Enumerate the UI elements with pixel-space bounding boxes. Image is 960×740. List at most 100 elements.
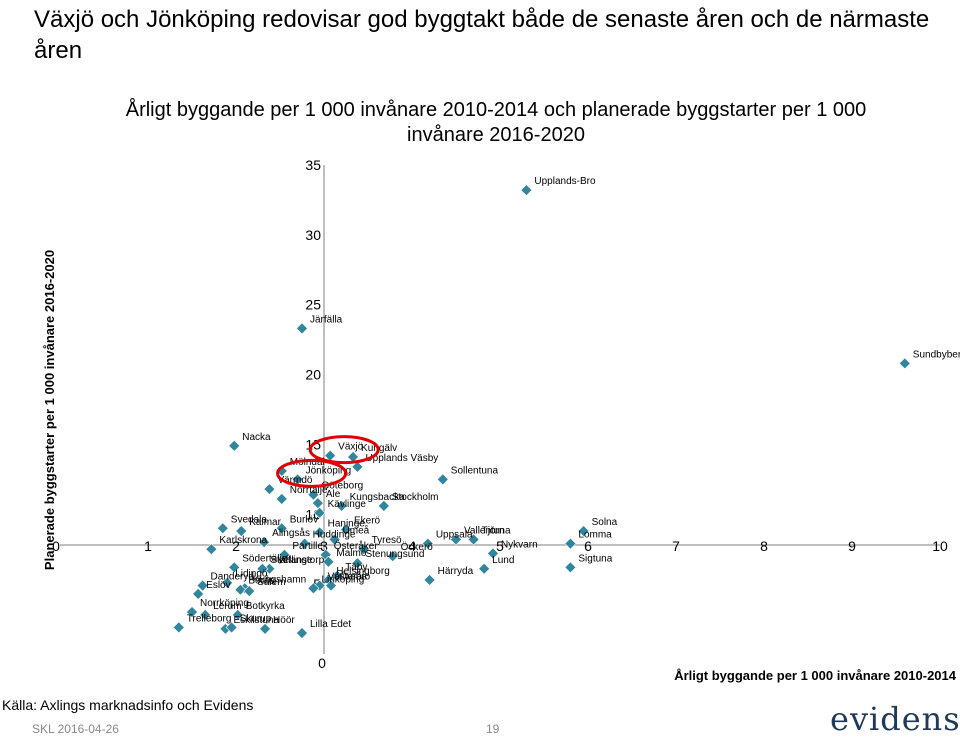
point-linköping (307, 582, 320, 595)
highlight-jönköping (276, 458, 348, 488)
point-karlskrona (205, 543, 218, 556)
point-öckerö (386, 550, 399, 563)
point-salem (243, 585, 256, 598)
point-upplands-bro (520, 184, 533, 197)
point-kalmar (235, 525, 248, 537)
point-label-linköping: Linköping (321, 574, 364, 585)
point-label-örebro: Örebro (339, 571, 371, 583)
point-label-norrtälje: Norrtälje (290, 485, 328, 496)
y-tick-label: 20 (305, 367, 321, 383)
point-label-umeå: Umeå (343, 524, 370, 536)
point-label-upplands-väsby: Upplands Väsby (365, 453, 438, 464)
x-tick-label: 3 (320, 538, 328, 554)
point-trelleborg (172, 621, 185, 634)
point-label-ekerö: Ekerö (354, 516, 381, 527)
point-labels: Upplands-BroSundbybergJärfällaNackaKungä… (187, 176, 960, 630)
point-label-botkyrka: Botkyrka (246, 601, 285, 612)
x-axis-title: Årligt byggande per 1 000 invånare 2010-… (674, 668, 957, 683)
x-tick-label: 10 (932, 538, 948, 554)
point-label-borås: Borås (248, 575, 274, 587)
point-göteborg (307, 488, 320, 501)
point-label-helsingborg: Helsingborg (336, 566, 389, 577)
point-örebro (325, 579, 337, 592)
y-tick-label: 25 (305, 297, 321, 313)
point-label-skurup: Skurup (240, 613, 272, 624)
point-label-sundbyberg: Sundbyberg (913, 349, 960, 360)
point-borås (234, 583, 247, 596)
point-järfälla (296, 322, 308, 335)
point-svedala (216, 522, 229, 535)
point-label-värmdö: Värmdö (277, 475, 312, 486)
y-tick-label: 0 (318, 655, 326, 671)
data-points (172, 184, 911, 639)
point-ale (311, 497, 324, 510)
point-burlöv (275, 522, 288, 535)
point-label-upplands-bro: Upplands-Bro (534, 176, 596, 187)
point-huddinge (298, 537, 311, 550)
point-label-svedala: Svedala (231, 514, 268, 525)
point-upplands-väsby (351, 460, 364, 473)
point-lerum (199, 608, 212, 621)
point-label-stockholm: Stockholm (392, 492, 439, 503)
point-label-huddinge: Huddinge (313, 530, 356, 541)
point-label-sigtuna: Sigtuna (578, 553, 612, 564)
point-label-norrköping: Norrköping (200, 598, 249, 609)
page-number: 19 (486, 722, 500, 736)
point-härryda (423, 574, 436, 586)
point-sollentuna (436, 473, 449, 486)
y-tick-label: 30 (305, 227, 321, 243)
point-label-västerås: Västerås (328, 571, 367, 583)
point-label-lund: Lund (492, 555, 514, 566)
point-tyresö (357, 543, 370, 556)
evidens-logo: evidens: (830, 700, 960, 738)
point-label-kungshamn: Kungshamn (253, 574, 306, 585)
point-stockholm (377, 499, 390, 512)
x-tick-label: 8 (760, 538, 768, 554)
point-label-ale: Ale (326, 489, 341, 500)
point-label-mölndal: Mölndal (290, 457, 325, 468)
y-axis-title: Planerade byggstarter per 1 000 invånare… (42, 250, 57, 570)
point-tjörn (467, 533, 480, 546)
point-label-härryda: Härryda (438, 566, 474, 577)
point-label-kävlinge: Kävlinge (328, 499, 367, 510)
point-label-stenungsund: Stenungsund (365, 549, 424, 560)
x-tick-label: 6 (584, 538, 592, 554)
point-label-alingsås: Alingsås (272, 527, 310, 539)
point-label-växjö: Växjö (338, 442, 363, 453)
footer-date: SKL 2016-04-26 (32, 722, 119, 736)
chart-title: Årligt byggande per 1 000 invånare 2010-… (125, 99, 867, 146)
point-label-lerum: Lerum (213, 601, 241, 612)
point-norrtälje (275, 492, 288, 505)
point-alingsås (258, 536, 271, 549)
point-malmö (322, 555, 335, 568)
x-tick-label: 0 (52, 538, 60, 554)
point-haninge (313, 526, 326, 539)
point-botkyrka (231, 608, 244, 621)
x-tick-label: 2 (232, 538, 240, 554)
point-sundbyberg (898, 357, 911, 370)
point-label-eslöv: Eslöv (206, 580, 230, 591)
point-nacka (228, 439, 241, 452)
point-label-höör: Höör (273, 615, 295, 626)
point-danderyd (196, 579, 209, 592)
point-label-göteborg: Göteborg (321, 481, 363, 492)
point-label-österåker: Österåker (334, 540, 379, 552)
point-skurup (225, 621, 238, 634)
point-label-jönköping: Jönköping (306, 465, 352, 476)
point-label-täby: Täby (345, 562, 367, 573)
x-tick-label: 7 (672, 538, 680, 554)
point-label-södertälje: Södertälje (242, 553, 287, 564)
point-label-lomma: Lomma (578, 530, 612, 541)
point-norrköping (186, 606, 198, 619)
point-label-sollentuna: Sollentuna (451, 465, 499, 476)
point-label-nykvarn: Nykvarn (501, 539, 538, 550)
point-label-tyresö: Tyresö (372, 535, 402, 546)
point-kungsbacka (335, 499, 348, 512)
point-sigtuna (564, 561, 577, 574)
point-label-öckerö: Öckerö (401, 541, 434, 553)
point-lilla-edet (296, 627, 308, 639)
point-label-vellinge: Vellinge (277, 555, 312, 566)
x-tick-label: 1 (144, 538, 152, 554)
point-label-lidingö: Lidingö (235, 569, 268, 580)
point-label-vallentuna: Vallentuna (464, 525, 511, 536)
